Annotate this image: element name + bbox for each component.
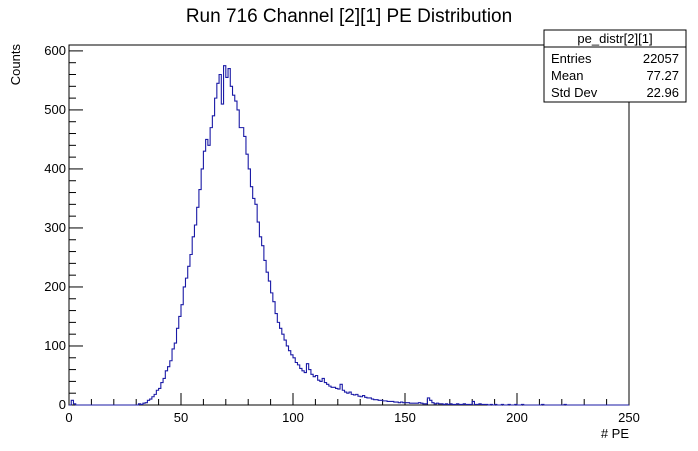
stats-box-border	[543, 29, 687, 103]
y-axis-label: Counts	[8, 44, 23, 86]
x-tick-label: 50	[174, 410, 188, 425]
x-tick-label: 150	[394, 410, 416, 425]
y-axis: 0 100 200 300 400 500 600	[44, 43, 83, 412]
y-tick-label: 200	[44, 279, 66, 294]
y-tick-label: 100	[44, 338, 66, 353]
y-tick-label: 500	[44, 102, 66, 117]
y-tick-label: 300	[44, 220, 66, 235]
stats-mean-value: 77.27	[646, 68, 679, 83]
y-tick-label: 400	[44, 161, 66, 176]
plot-frame	[68, 44, 630, 406]
stats-entries-label: Entries	[551, 51, 592, 66]
x-tick-label: 0	[65, 410, 72, 425]
stats-stddev-label: Std Dev	[551, 85, 598, 100]
y-tick-label: 0	[59, 397, 66, 412]
chart-title: Run 716 Channel [2][1] PE Distribution	[186, 6, 512, 27]
x-axis-label: # PE	[601, 426, 630, 441]
y-tick-label: 600	[44, 43, 66, 58]
histogram-series-line	[69, 65, 629, 406]
stats-box-title: pe_distr[2][1]	[577, 31, 652, 46]
stats-stddev-value: 22.96	[646, 85, 679, 100]
x-tick-label: 250	[618, 410, 640, 425]
x-tick-label: 100	[282, 410, 304, 425]
x-axis: 0 50 100 150 200 250	[65, 393, 640, 425]
stats-box: pe_distr[2][1] Entries 22057 Mean 77.27 …	[543, 29, 687, 103]
stats-entries-value: 22057	[643, 51, 679, 66]
x-tick-label: 200	[506, 410, 528, 425]
stats-mean-label: Mean	[551, 68, 584, 83]
